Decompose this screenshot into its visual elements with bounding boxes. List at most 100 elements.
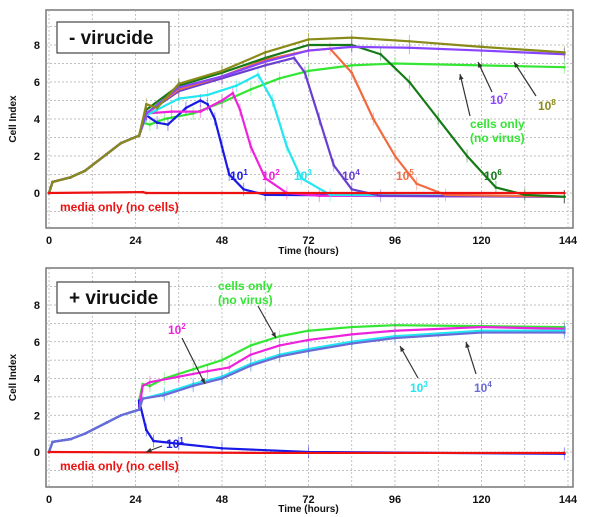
data-point xyxy=(206,102,209,106)
data-point xyxy=(206,93,209,97)
arrow-head-icon xyxy=(459,74,464,80)
data-point xyxy=(350,333,354,336)
data-point xyxy=(278,334,281,338)
data-point xyxy=(563,191,566,195)
data-point xyxy=(350,43,354,47)
x-tick-label: 24 xyxy=(129,235,142,247)
data-point xyxy=(393,62,397,65)
label-base: 10 xyxy=(538,99,552,113)
annotation-label: 101 xyxy=(166,436,184,451)
arrow-head-icon xyxy=(400,346,405,352)
data-point xyxy=(480,45,483,49)
data-point xyxy=(69,437,72,441)
data-point xyxy=(163,393,166,397)
data-point xyxy=(220,358,224,362)
data-point xyxy=(285,145,289,149)
data-point xyxy=(191,112,195,115)
x-tick-label: 72 xyxy=(302,235,314,247)
data-point xyxy=(271,99,274,102)
x-tick-label: 120 xyxy=(472,494,490,506)
data-point xyxy=(263,193,267,197)
annotation-label: 104 xyxy=(342,168,360,183)
data-point xyxy=(141,397,145,401)
data-point xyxy=(83,432,87,435)
data-point xyxy=(137,408,141,412)
data-point xyxy=(177,86,181,89)
annotation-arrow xyxy=(513,61,537,97)
data-point xyxy=(145,102,148,106)
data-point xyxy=(444,193,447,197)
data-point xyxy=(137,134,141,137)
y-tick-label: 4 xyxy=(34,114,41,126)
data-point xyxy=(199,110,202,113)
data-point xyxy=(177,97,181,100)
data-point xyxy=(563,451,566,455)
data-point xyxy=(170,110,173,113)
arrow-head-icon xyxy=(271,332,276,338)
data-point xyxy=(263,60,267,63)
data-point xyxy=(235,84,238,87)
data-point xyxy=(213,117,217,121)
data-point xyxy=(372,117,375,121)
y-tick-label: 0 xyxy=(34,447,40,459)
y-axis-label: Cell Index xyxy=(8,353,19,401)
label-exponent: 5 xyxy=(409,168,414,177)
data-point xyxy=(199,99,202,102)
data-point xyxy=(292,56,296,60)
annotation-label: (no virus) xyxy=(470,131,525,145)
data-point xyxy=(379,194,382,198)
data-point xyxy=(350,36,354,39)
data-point xyxy=(408,80,411,84)
data-point xyxy=(263,56,267,60)
data-point xyxy=(278,77,281,80)
x-tick-label: 144 xyxy=(559,494,578,506)
data-point xyxy=(145,428,148,432)
data-point xyxy=(350,64,354,67)
label-exponent: 1 xyxy=(179,436,184,445)
data-point xyxy=(220,69,224,73)
data-point xyxy=(249,344,253,347)
y-tick-label: 2 xyxy=(34,151,40,163)
data-point xyxy=(563,51,566,54)
label-exponent: 2 xyxy=(275,168,280,177)
label-base: 10 xyxy=(262,169,276,183)
data-point xyxy=(303,71,307,75)
data-point xyxy=(350,342,354,345)
data-point xyxy=(177,442,181,446)
data-point xyxy=(263,51,267,54)
data-point xyxy=(145,191,148,195)
data-point xyxy=(69,175,72,179)
data-point xyxy=(379,52,382,56)
annotation-label: 101 xyxy=(230,168,248,183)
data-point xyxy=(227,366,231,369)
y-tick-label: 6 xyxy=(34,337,40,349)
data-point xyxy=(350,188,354,191)
data-point xyxy=(307,49,310,52)
data-point xyxy=(563,195,566,198)
annotation-label: cells only xyxy=(470,117,525,131)
data-point xyxy=(393,334,397,338)
data-point xyxy=(299,176,303,180)
data-point xyxy=(494,186,498,189)
y-tick-label: 6 xyxy=(34,77,40,89)
arrow-head-icon xyxy=(514,62,519,68)
label-base: 10 xyxy=(342,169,356,183)
data-point xyxy=(350,45,354,49)
x-axis-label: Time (hours) xyxy=(278,504,338,515)
data-point xyxy=(328,193,332,197)
data-point xyxy=(278,355,281,358)
data-point xyxy=(480,331,483,334)
data-point xyxy=(242,188,245,191)
x-tick-label: 48 xyxy=(216,235,228,247)
annotation-label: 104 xyxy=(474,380,492,395)
data-point xyxy=(220,377,224,380)
data-point xyxy=(119,413,123,417)
data-point xyxy=(332,163,336,167)
data-point xyxy=(480,49,483,52)
annotation-arrow xyxy=(465,341,477,375)
data-point xyxy=(191,368,195,371)
annotation-label: 105 xyxy=(396,168,414,183)
data-point xyxy=(166,123,170,126)
